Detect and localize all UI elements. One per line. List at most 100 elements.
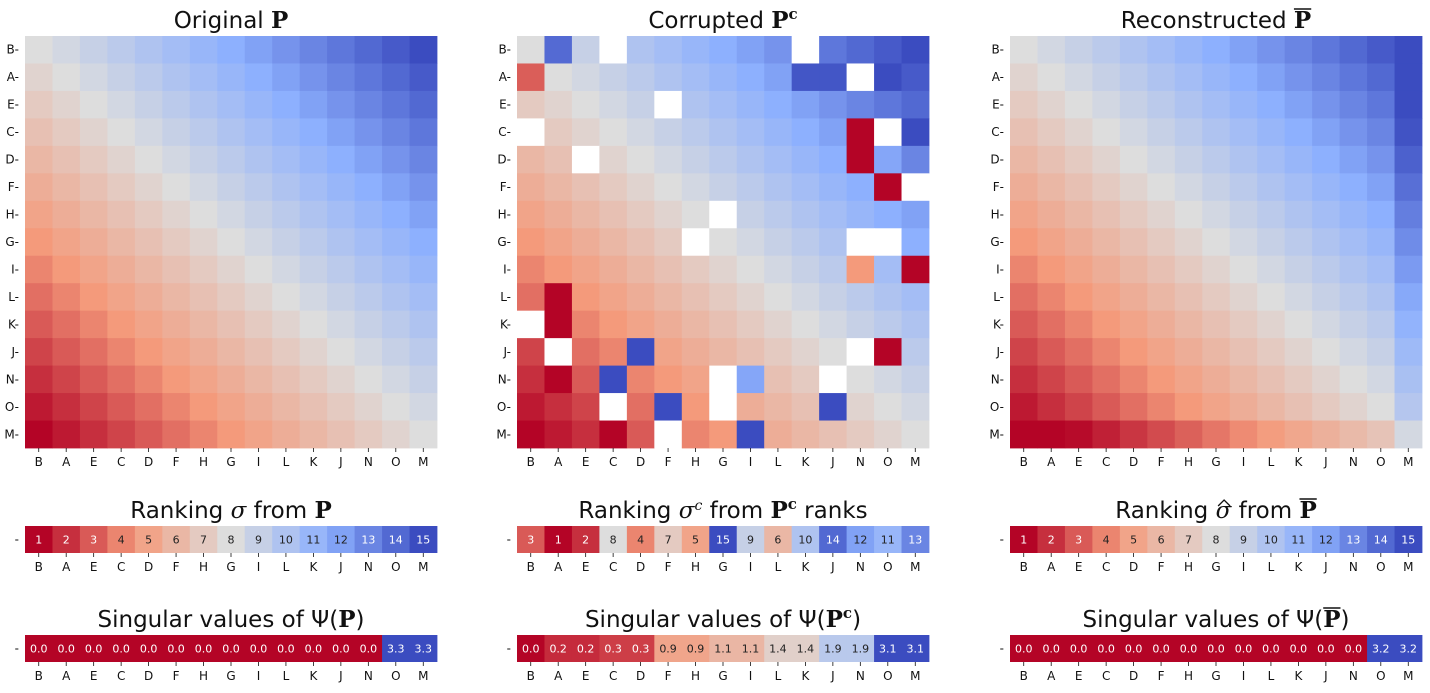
x-tick-label: M bbox=[910, 455, 920, 469]
heatmap-cell bbox=[517, 90, 545, 119]
heatmap-cell bbox=[1284, 90, 1313, 119]
heatmap-cell bbox=[1394, 63, 1423, 92]
heatmap-cell bbox=[874, 200, 902, 229]
heatmap-cell bbox=[327, 90, 355, 119]
heatmap-cell bbox=[1064, 365, 1093, 394]
strip-value: 0.0 bbox=[1180, 643, 1198, 656]
heatmap-cell bbox=[354, 145, 383, 174]
heatmap-cell bbox=[736, 90, 765, 119]
x-tick-label: C bbox=[1102, 560, 1110, 574]
heatmap-cell bbox=[1229, 63, 1258, 92]
heatmap-cell bbox=[189, 145, 218, 174]
heatmap-cell bbox=[654, 228, 683, 257]
heatmap-cell bbox=[736, 173, 765, 202]
heatmap-cell bbox=[382, 63, 410, 92]
heatmap-cell bbox=[1367, 283, 1395, 312]
x-tick-label: F bbox=[173, 669, 180, 683]
heatmap-cell bbox=[736, 283, 765, 312]
heatmap-cell bbox=[1174, 36, 1203, 64]
heatmap-cell bbox=[901, 365, 930, 394]
x-tick-label: C bbox=[1102, 455, 1110, 469]
heatmap-cell bbox=[681, 228, 710, 257]
heatmap-cell bbox=[25, 173, 53, 202]
heatmap-cell bbox=[134, 200, 163, 229]
x-tick-label: M bbox=[418, 455, 428, 469]
x-tick-label: I bbox=[257, 455, 261, 469]
heatmap-cell bbox=[162, 90, 191, 119]
heatmap-cell bbox=[1394, 283, 1423, 312]
x-tick-label: N bbox=[364, 455, 373, 469]
heatmap-cell bbox=[327, 173, 355, 202]
strip-cell bbox=[382, 635, 410, 662]
heatmap-cell bbox=[327, 200, 355, 229]
heatmap-cell bbox=[354, 365, 383, 394]
heatmap-cell bbox=[791, 310, 820, 339]
heatmap-cell bbox=[134, 118, 163, 147]
x-tick-label: O bbox=[1376, 669, 1385, 683]
strip-cell bbox=[382, 526, 410, 553]
strip-value: 12 bbox=[853, 534, 867, 547]
heatmap-cell bbox=[134, 283, 163, 312]
y-tick-label: I- bbox=[503, 262, 511, 276]
x-tick-label: C bbox=[1102, 669, 1110, 683]
heatmap-cell bbox=[1339, 145, 1368, 174]
strip-cell bbox=[571, 635, 600, 662]
heatmap-cell bbox=[272, 145, 301, 174]
heatmap-cell bbox=[846, 36, 875, 64]
x-tick-label: K bbox=[1294, 669, 1303, 683]
heatmap-cell bbox=[1394, 118, 1423, 147]
heatmap-cell bbox=[382, 283, 410, 312]
heatmap-cell bbox=[354, 393, 383, 421]
heatmap-cell bbox=[681, 283, 710, 312]
heatmap-cell bbox=[1064, 63, 1093, 92]
strip-value: 11 bbox=[1291, 534, 1305, 547]
heatmap-cell bbox=[626, 365, 655, 394]
heatmap-cell bbox=[1119, 283, 1148, 312]
hat-mark bbox=[1217, 499, 1231, 507]
strip-title-sv-orig: Singular values of Ψ(P) bbox=[98, 606, 365, 633]
strip-value: 1.1 bbox=[742, 643, 760, 656]
strip-cell bbox=[1147, 635, 1176, 662]
strip-value: 0.0 bbox=[167, 643, 185, 656]
strip-title-rank-corr: Ranking σc from Pc ranks bbox=[578, 495, 867, 524]
strip-y-tick: - bbox=[15, 642, 19, 656]
heatmap-cell bbox=[1229, 145, 1258, 174]
heatmap-cell bbox=[1339, 393, 1368, 421]
heatmap-cell bbox=[709, 283, 738, 312]
x-tick-label: A bbox=[554, 669, 563, 683]
heatmap-cell bbox=[162, 145, 191, 174]
heatmap-cell bbox=[1229, 283, 1258, 312]
x-tick-label: D bbox=[636, 669, 645, 683]
strip-value: 12 bbox=[334, 534, 348, 547]
heatmap-cell bbox=[1147, 393, 1176, 421]
x-tick-label: F bbox=[665, 560, 672, 574]
strip-cell bbox=[1119, 526, 1148, 553]
heatmap-cell bbox=[25, 338, 53, 366]
strip-cell bbox=[571, 526, 600, 553]
strip-value: 1.9 bbox=[824, 643, 842, 656]
strip-cell bbox=[217, 635, 246, 662]
strip-value: 7 bbox=[665, 534, 672, 547]
heatmap-cell bbox=[162, 310, 191, 339]
heatmap-cell bbox=[244, 90, 273, 119]
x-tick-label: I bbox=[749, 455, 753, 469]
heatmap-cell bbox=[654, 145, 683, 174]
heatmap-cell bbox=[1367, 145, 1395, 174]
heatmap-cell bbox=[1147, 90, 1176, 119]
heatmap-cell bbox=[382, 173, 410, 202]
heatmap-cell bbox=[1229, 420, 1258, 449]
heatmap-cell bbox=[1367, 118, 1395, 147]
heatmap-cell bbox=[189, 200, 218, 229]
strip-rank-recon: 1 2 3 4 5 6 7 8 9 10 11 12 13 14 15 bbox=[1010, 526, 1423, 553]
heatmap-cell bbox=[107, 36, 136, 64]
heatmap-cell bbox=[1064, 145, 1093, 174]
heatmap-cell bbox=[1229, 255, 1258, 284]
heatmap-cell bbox=[299, 36, 328, 64]
strip-value: 15 bbox=[716, 534, 730, 547]
heatmap-cell bbox=[217, 255, 246, 284]
x-tick-label: L bbox=[283, 669, 290, 683]
x-tick-label: A bbox=[62, 560, 71, 574]
strip-value: 0.0 bbox=[1262, 643, 1280, 656]
x-tick-label: L bbox=[283, 455, 290, 469]
heatmap-cell bbox=[25, 200, 53, 229]
